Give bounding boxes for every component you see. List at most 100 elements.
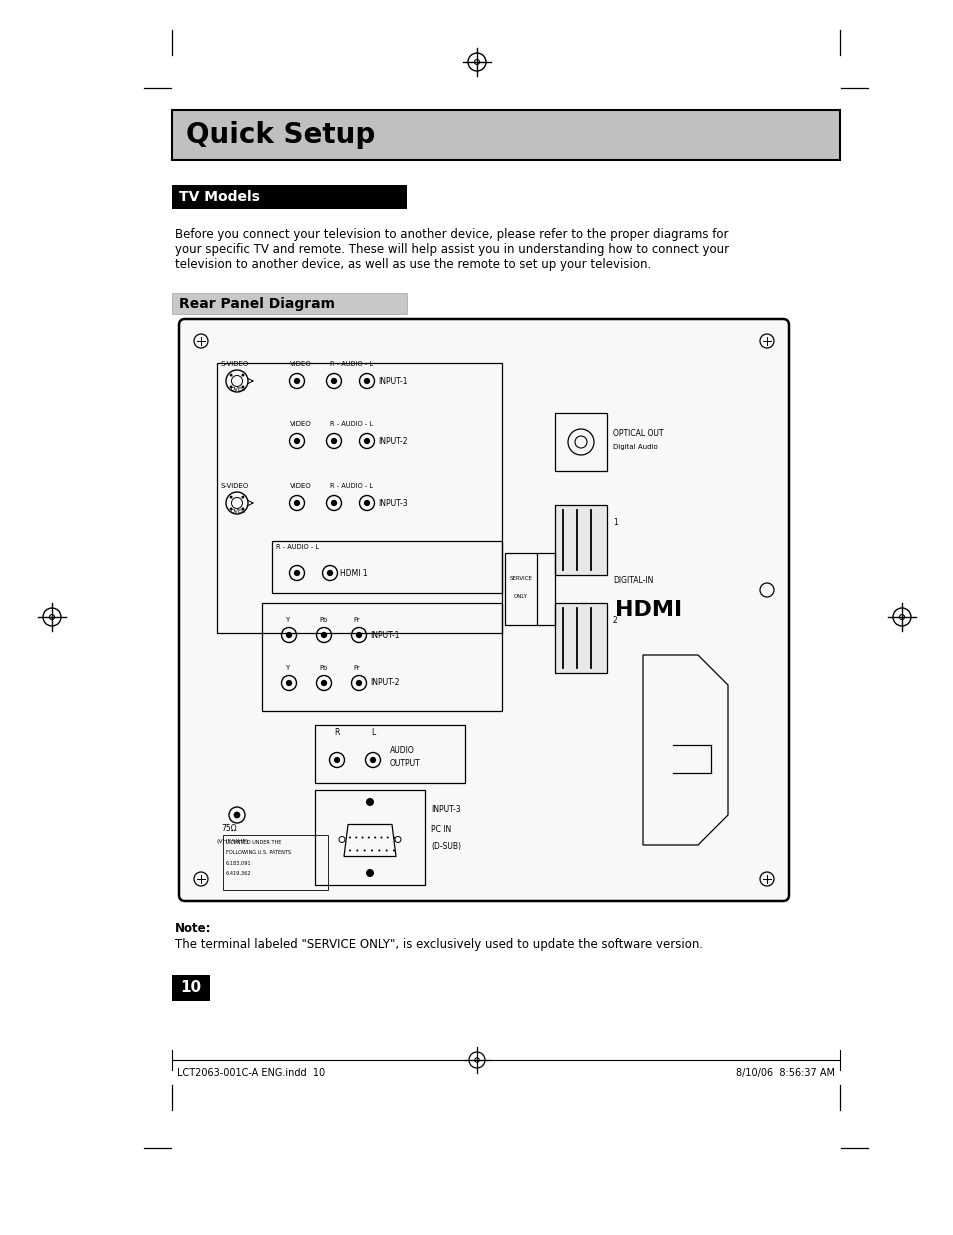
Circle shape xyxy=(334,757,340,763)
Circle shape xyxy=(294,378,300,384)
Bar xyxy=(504,553,537,625)
Bar xyxy=(555,412,606,471)
Text: 1: 1 xyxy=(613,517,618,527)
Bar xyxy=(262,603,501,711)
Circle shape xyxy=(349,850,351,851)
Text: Rear Panel Diagram: Rear Panel Diagram xyxy=(179,296,335,310)
Text: Pb: Pb xyxy=(318,618,327,622)
Circle shape xyxy=(374,836,375,839)
Text: Before you connect your television to another device, please refer to the proper: Before you connect your television to an… xyxy=(174,228,728,241)
Circle shape xyxy=(230,385,233,388)
Text: 75Ω: 75Ω xyxy=(221,824,236,832)
Text: S-VIDEO: S-VIDEO xyxy=(221,361,249,367)
Text: R - AUDIO - L: R - AUDIO - L xyxy=(330,483,373,489)
Circle shape xyxy=(233,811,240,819)
Text: HDMI 1: HDMI 1 xyxy=(339,568,367,578)
Bar xyxy=(314,725,464,783)
Circle shape xyxy=(294,569,300,577)
Circle shape xyxy=(363,438,370,445)
Circle shape xyxy=(331,438,336,445)
Text: Pr: Pr xyxy=(353,618,359,622)
Text: ONLY: ONLY xyxy=(514,594,527,599)
Text: VIDEO: VIDEO xyxy=(290,483,312,489)
Circle shape xyxy=(371,850,373,851)
Text: R - AUDIO - L: R - AUDIO - L xyxy=(330,421,373,427)
Bar xyxy=(555,505,606,576)
Text: INPUT-3: INPUT-3 xyxy=(377,499,407,508)
Circle shape xyxy=(331,378,336,384)
Text: L: L xyxy=(371,727,375,737)
Circle shape xyxy=(230,374,233,377)
Bar xyxy=(172,185,407,209)
Text: SERVICE: SERVICE xyxy=(509,577,532,582)
Text: 10: 10 xyxy=(180,981,201,995)
Circle shape xyxy=(320,632,327,638)
Text: Pb: Pb xyxy=(318,664,327,671)
Text: S-VIDEO: S-VIDEO xyxy=(221,483,249,489)
Circle shape xyxy=(393,836,395,839)
Text: television to another device, as well as use the remote to set up your televisio: television to another device, as well as… xyxy=(174,258,651,270)
Text: Y: Y xyxy=(286,664,290,671)
Text: LICENSED UNDER THE: LICENSED UNDER THE xyxy=(226,840,281,845)
Circle shape xyxy=(363,850,365,851)
Text: 6,419,362: 6,419,362 xyxy=(226,871,252,876)
Text: (D-SUB): (D-SUB) xyxy=(431,842,460,851)
Bar xyxy=(172,293,407,314)
Bar xyxy=(223,835,328,890)
Circle shape xyxy=(241,495,244,499)
Text: Pr: Pr xyxy=(353,664,359,671)
Text: 6,183,091: 6,183,091 xyxy=(226,861,252,866)
Text: 8/10/06  8:56:37 AM: 8/10/06 8:56:37 AM xyxy=(735,1068,834,1078)
Text: VIDEO: VIDEO xyxy=(290,361,312,367)
Circle shape xyxy=(361,836,363,839)
Text: HDMI: HDMI xyxy=(615,600,681,620)
Circle shape xyxy=(356,850,358,851)
Text: TV Models: TV Models xyxy=(179,190,259,204)
Text: R - AUDIO - L: R - AUDIO - L xyxy=(275,543,318,550)
Text: LCT2063-001C-A ENG.indd  10: LCT2063-001C-A ENG.indd 10 xyxy=(177,1068,325,1078)
Circle shape xyxy=(355,679,362,687)
Bar xyxy=(172,974,210,1002)
Text: OVER: OVER xyxy=(231,509,246,514)
Text: INPUT-2: INPUT-2 xyxy=(370,678,399,688)
Circle shape xyxy=(230,508,233,510)
Circle shape xyxy=(355,632,362,638)
Text: Y: Y xyxy=(286,618,290,622)
Circle shape xyxy=(241,508,244,510)
Circle shape xyxy=(393,850,395,851)
Circle shape xyxy=(294,438,300,445)
Circle shape xyxy=(294,500,300,506)
Text: 2: 2 xyxy=(613,616,618,625)
Text: INPUT-1: INPUT-1 xyxy=(377,377,407,385)
Text: INPUT-1: INPUT-1 xyxy=(370,631,399,640)
Text: AUDIO: AUDIO xyxy=(390,746,415,756)
Circle shape xyxy=(349,836,351,839)
Circle shape xyxy=(386,836,388,839)
Circle shape xyxy=(363,378,370,384)
Text: VIDEO: VIDEO xyxy=(290,421,312,427)
Circle shape xyxy=(320,679,327,687)
Text: OVER: OVER xyxy=(231,387,246,391)
Circle shape xyxy=(355,836,357,839)
Circle shape xyxy=(370,757,375,763)
Circle shape xyxy=(380,836,382,839)
Circle shape xyxy=(230,495,233,499)
Text: Note:: Note: xyxy=(174,923,212,935)
Circle shape xyxy=(363,500,370,506)
Circle shape xyxy=(241,385,244,388)
Text: DIGITAL-IN: DIGITAL-IN xyxy=(613,576,653,585)
Text: INPUT-3: INPUT-3 xyxy=(431,805,460,815)
Bar xyxy=(555,603,606,673)
Circle shape xyxy=(241,374,244,377)
Text: The terminal labeled "SERVICE ONLY", is exclusively used to update the software : The terminal labeled "SERVICE ONLY", is … xyxy=(174,939,702,951)
Circle shape xyxy=(368,836,370,839)
Text: OUTPUT: OUTPUT xyxy=(390,760,420,768)
Text: Quick Setup: Quick Setup xyxy=(186,121,375,149)
Text: OPTICAL OUT: OPTICAL OUT xyxy=(613,429,662,437)
Text: (VHF/UHF): (VHF/UHF) xyxy=(216,839,249,844)
Circle shape xyxy=(378,850,380,851)
Circle shape xyxy=(366,798,374,806)
Bar xyxy=(172,110,840,161)
Circle shape xyxy=(286,632,292,638)
Circle shape xyxy=(327,569,333,577)
